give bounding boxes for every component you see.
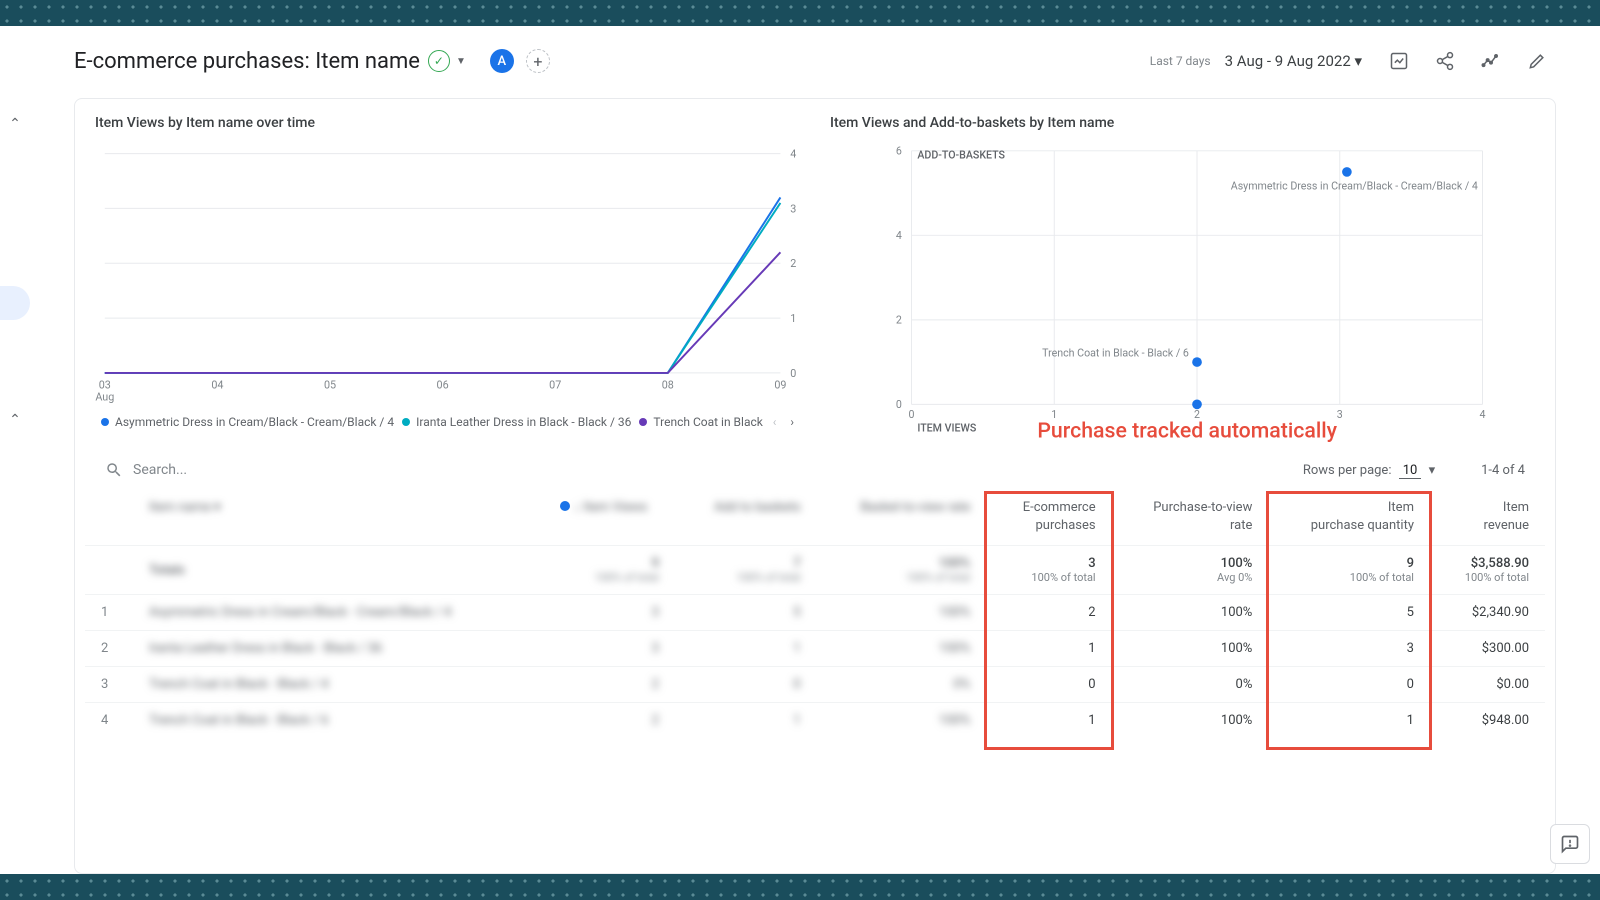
charts-row: Item Views by Item name over time 0 1 2 3 4 0… [75, 99, 1555, 451]
verified-badge[interactable]: ✓ [428, 50, 450, 72]
scatter-chart[interactable]: 012340246ADD-TO-BASKETSITEM VIEWSAsymmet… [830, 145, 1535, 445]
svg-text:07: 07 [549, 379, 561, 392]
user-avatar[interactable]: A [490, 49, 514, 73]
table-search[interactable]: Search... [105, 461, 187, 479]
svg-text:09: 09 [774, 379, 786, 392]
svg-text:4: 4 [790, 148, 796, 161]
svg-text:Trench Coat in Black - Black /: Trench Coat in Black - Black / 6 [1042, 346, 1189, 359]
svg-text:Purchase tracked automatically: Purchase tracked automatically [1037, 418, 1337, 443]
svg-text:0: 0 [790, 367, 796, 380]
page-title: E-commerce purchases: Item name [74, 49, 420, 74]
svg-text:Aug: Aug [95, 390, 114, 403]
data-table-section: Search... Rows per page: 10 ▾ 1-4 of 4 I… [75, 451, 1555, 748]
feedback-button[interactable] [1550, 824, 1590, 864]
column-header[interactable]: Itempurchase quantity [1268, 489, 1430, 546]
title-dropdown-icon[interactable]: ▼ [456, 56, 466, 67]
column-header[interactable]: E-commercepurchases [986, 489, 1111, 546]
line-chart-legend: Asymmetric Dress in Cream/Black - Cream/… [95, 405, 800, 429]
svg-text:04: 04 [211, 379, 223, 392]
scatter-chart-title: Item Views and Add-to-baskets by Item na… [830, 115, 1535, 131]
edit-icon[interactable] [1518, 42, 1556, 80]
scatter-chart-panel: Item Views and Add-to-baskets by Item na… [820, 115, 1545, 445]
decorative-bottom-border [0, 874, 1600, 900]
svg-text:3: 3 [1337, 408, 1343, 421]
trend-icon[interactable] [1472, 42, 1510, 80]
table-row[interactable]: 2Iranta Leather Dress in Black - Black /… [85, 631, 1545, 667]
svg-text:1: 1 [790, 312, 796, 325]
totals-row: Totals9100% of total7100% of total100%10… [85, 546, 1545, 595]
collapse-icon[interactable]: ⌃ [9, 116, 21, 132]
share-icon[interactable] [1426, 42, 1464, 80]
svg-text:06: 06 [437, 379, 449, 392]
svg-text:Asymmetric Dress in Cream/Blac: Asymmetric Dress in Cream/Black - Cream/… [1231, 179, 1478, 192]
date-range-picker[interactable]: 3 Aug - 9 Aug 2022 ▾ [1225, 52, 1362, 70]
line-chart-title: Item Views by Item name over time [95, 115, 800, 131]
svg-text:6: 6 [896, 145, 902, 158]
legend-pager[interactable]: ‹› [773, 415, 794, 429]
add-comparison-button[interactable]: + [526, 49, 550, 73]
svg-text:4: 4 [1480, 408, 1486, 421]
svg-text:4: 4 [896, 229, 902, 242]
legend-item[interactable]: Iranta Leather Dress in Black - Black / … [402, 415, 631, 429]
svg-text:0: 0 [909, 408, 915, 421]
legend-item[interactable]: Asymmetric Dress in Cream/Black - Cream/… [101, 415, 394, 429]
line-chart[interactable]: 0123403Aug040506070809 [95, 145, 800, 405]
svg-text:05: 05 [324, 379, 336, 392]
table-controls: Search... Rows per page: 10 ▾ 1-4 of 4 [85, 451, 1545, 489]
legend-item[interactable]: Trench Coat in Black [639, 415, 762, 429]
svg-text:08: 08 [662, 379, 674, 392]
svg-text:3: 3 [790, 202, 796, 215]
search-placeholder: Search... [133, 462, 187, 478]
rows-per-page-label: Rows per page: 10 ▾ [1303, 463, 1435, 478]
report-card: Item Views by Item name over time 0 1 2 3 4 0… [74, 98, 1556, 874]
search-icon [105, 461, 123, 479]
svg-text:ADD-TO-BASKETS: ADD-TO-BASKETS [917, 149, 1005, 162]
left-nav-rail: ⌃ ⌃ [0, 26, 30, 874]
table-row[interactable]: 4Trench Coat in Black - Black / 621100%1… [85, 703, 1545, 739]
main-content: E-commerce purchases: Item name ✓ ▼ A + … [30, 26, 1600, 874]
nav-active-pill [0, 286, 30, 320]
decorative-top-border [0, 0, 1600, 26]
data-table: Item name ▾ ↓ Item ViewsAdd to basketsBa… [85, 489, 1545, 738]
svg-text:ITEM VIEWS: ITEM VIEWS [917, 421, 976, 434]
date-range-label: Last 7 days [1150, 54, 1211, 68]
svg-text:2: 2 [896, 314, 902, 327]
insights-icon[interactable] [1380, 42, 1418, 80]
column-header[interactable]: Purchase-to-viewrate [1112, 489, 1269, 546]
table-row[interactable]: 1Asymmetric Dress in Cream/Black - Cream… [85, 595, 1545, 631]
rows-per-page-value[interactable]: 10 [1399, 463, 1422, 479]
line-chart-panel: Item Views by Item name over time 0 1 2 3 4 0… [85, 115, 810, 445]
pagination-info: 1-4 of 4 [1481, 463, 1525, 478]
table-row[interactable]: 3Trench Coat in Black - Black / 4200%00%… [85, 667, 1545, 703]
column-header[interactable]: Itemrevenue [1430, 489, 1545, 546]
expand-icon[interactable]: ⌃ [9, 412, 21, 428]
svg-text:0: 0 [896, 398, 902, 411]
svg-text:2: 2 [790, 257, 796, 270]
page-header: E-commerce purchases: Item name ✓ ▼ A + … [30, 26, 1600, 98]
